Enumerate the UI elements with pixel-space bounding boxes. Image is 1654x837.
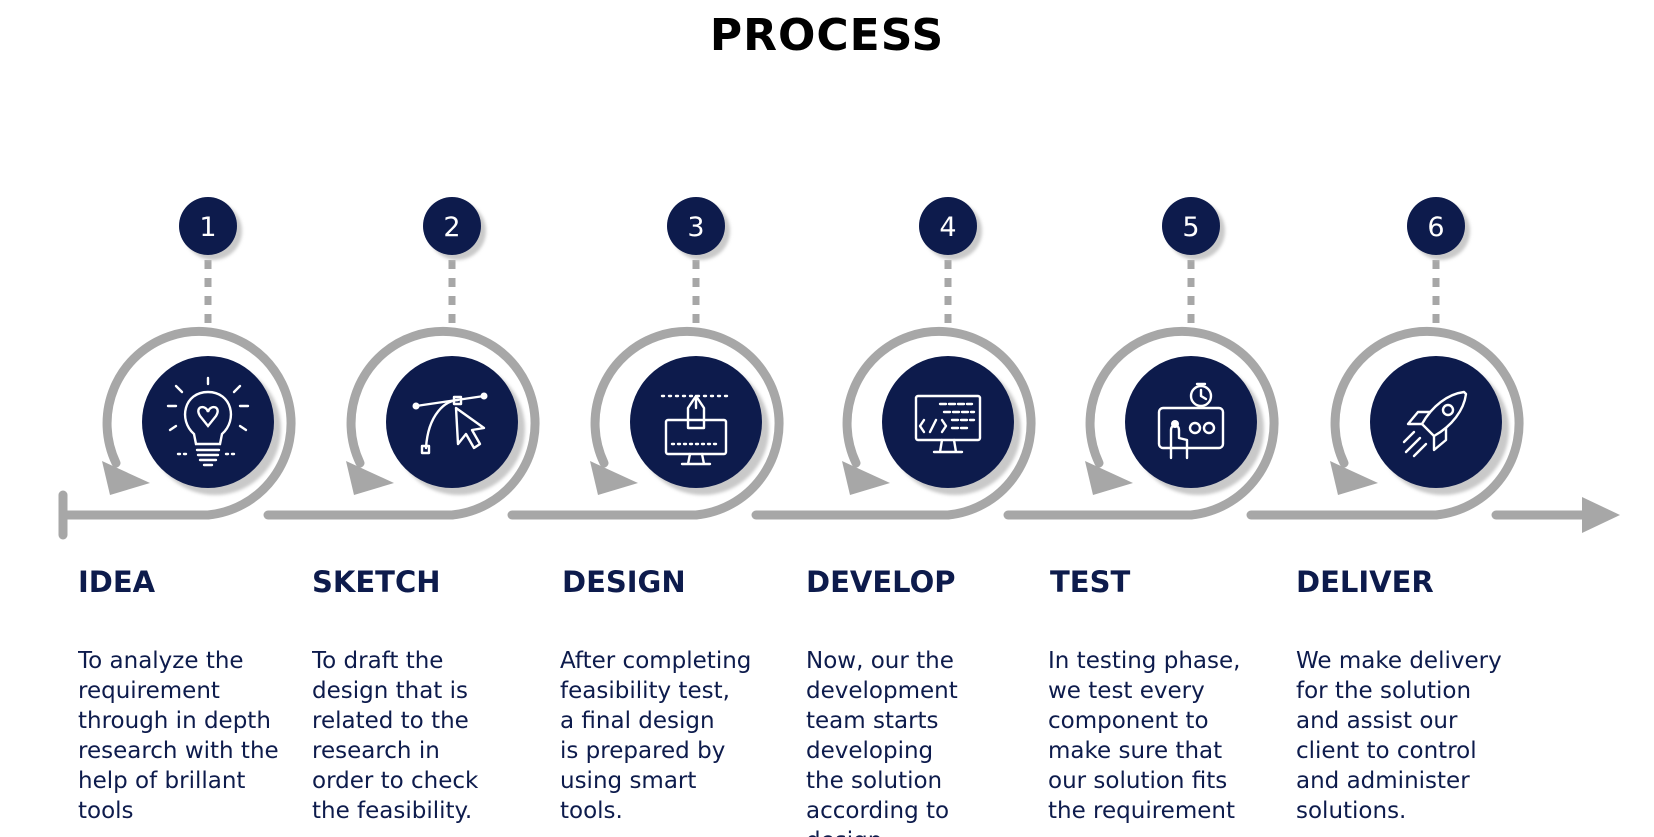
description-line: make sure that xyxy=(1048,738,1223,764)
step-description: To analyze the requirement through in dept… xyxy=(78,646,310,826)
step-number-badge xyxy=(667,197,725,255)
icon-circle xyxy=(1370,356,1502,488)
description-line: research with the xyxy=(78,738,279,764)
loop-arrow xyxy=(102,327,296,520)
description-line: research in xyxy=(312,738,440,764)
step-description: After completing feasibility test, a final… xyxy=(560,646,792,826)
description-line: help of brillant xyxy=(78,768,246,794)
step-title: DELIVER xyxy=(1296,565,1434,599)
description-line: design that is xyxy=(312,678,469,704)
description-line: In testing phase, xyxy=(1048,648,1241,674)
page-title: PROCESS xyxy=(709,10,945,61)
testing-screen-icon xyxy=(1157,382,1225,460)
description-line: Now, our the xyxy=(806,648,954,674)
arrow-head xyxy=(842,461,890,495)
step-number-badge xyxy=(1162,197,1220,255)
description-line: for the solution xyxy=(1296,678,1472,704)
step-number: 1 xyxy=(199,212,216,243)
final-arrow-head xyxy=(1582,497,1620,533)
pen-tool-cursor-icon xyxy=(412,392,488,455)
description-line: To draft the xyxy=(312,648,444,674)
description-line: development xyxy=(806,678,958,704)
step-number-badge xyxy=(1407,197,1465,255)
description-line: and assist our xyxy=(1296,708,1458,734)
description-line: related to the xyxy=(312,708,469,734)
description-line: and administer xyxy=(1296,768,1470,794)
step-number: 3 xyxy=(687,212,704,243)
step-title: DESIGN xyxy=(562,565,686,599)
loop-arrow xyxy=(1330,327,1524,520)
description-line: the solution xyxy=(806,768,943,794)
loop-arrow xyxy=(1085,327,1279,520)
step-number-badge xyxy=(179,197,237,255)
step-description: To draft the design that is related to the… xyxy=(312,646,544,826)
description-line: solutions. xyxy=(1296,798,1407,824)
arrow-head xyxy=(590,461,638,495)
description-line: we test every xyxy=(1048,678,1205,704)
description-line: tools. xyxy=(560,798,623,824)
arrow-head xyxy=(346,461,394,495)
step-description: We make delivery for the solution and assi… xyxy=(1296,646,1528,826)
description-line: component to xyxy=(1048,708,1209,734)
description-line: the feasibility. xyxy=(312,798,473,824)
step-description: In testing phase, we test every component … xyxy=(1048,646,1280,826)
description-line: To analyze the xyxy=(78,648,244,674)
step-number: 2 xyxy=(443,212,460,243)
step-description: Now, our the development team starts develo… xyxy=(806,646,1038,837)
step-number: 4 xyxy=(939,212,956,243)
description-line: feasibility test, xyxy=(560,678,730,704)
description-line: developing xyxy=(806,738,934,764)
loop-arrow xyxy=(346,327,540,520)
arrow-head xyxy=(102,461,150,495)
process-flow: 1 2 3 4 5 6 xyxy=(58,197,1620,540)
icon-circle xyxy=(1125,356,1257,488)
description-line: through in depth xyxy=(78,708,271,734)
icon-circle xyxy=(386,356,518,488)
process-step: 1 xyxy=(58,197,296,520)
description-line: tools xyxy=(78,798,134,824)
loop-arrow xyxy=(842,327,1036,520)
description-line: After completing xyxy=(560,648,752,674)
process-step: 6 xyxy=(1246,197,1524,520)
arrow-head xyxy=(1330,461,1378,495)
step-title: TEST xyxy=(1050,565,1131,599)
process-step: 5 xyxy=(1003,197,1279,520)
description-line: order to check xyxy=(312,768,479,794)
lightbulb-icon xyxy=(166,376,250,467)
description-line: a final design xyxy=(560,708,715,734)
step-number-badge xyxy=(423,197,481,255)
process-step: 4 xyxy=(751,197,1036,520)
description-line: using smart xyxy=(560,768,697,794)
description-line: We make delivery xyxy=(1296,648,1502,674)
description-line: client to control xyxy=(1296,738,1477,764)
step-title: IDEA xyxy=(78,565,156,599)
icon-circle xyxy=(142,356,274,488)
step-number: 5 xyxy=(1182,212,1199,243)
loop-arrow xyxy=(590,327,784,520)
icon-circle xyxy=(630,356,762,488)
arrow-head xyxy=(1085,461,1133,495)
icon-circle xyxy=(882,356,1014,488)
description-line: according to xyxy=(806,798,950,824)
code-monitor-icon xyxy=(914,394,982,454)
rocket-icon xyxy=(1402,390,1468,458)
description-line: requirement xyxy=(78,678,220,704)
description-line: the requirement xyxy=(1048,798,1235,824)
process-step: 3 xyxy=(507,197,784,520)
step-number: 6 xyxy=(1427,212,1444,243)
description-line: design xyxy=(806,826,1038,837)
step-title: SKETCH xyxy=(312,565,441,599)
description-line: is prepared by xyxy=(560,738,726,764)
design-monitor-icon xyxy=(660,394,732,466)
description-line: team starts xyxy=(806,708,939,734)
description-line: our solution fits xyxy=(1048,768,1228,794)
process-step: 2 xyxy=(263,197,540,520)
step-title: DEVELOP xyxy=(806,565,956,599)
step-number-badge xyxy=(919,197,977,255)
